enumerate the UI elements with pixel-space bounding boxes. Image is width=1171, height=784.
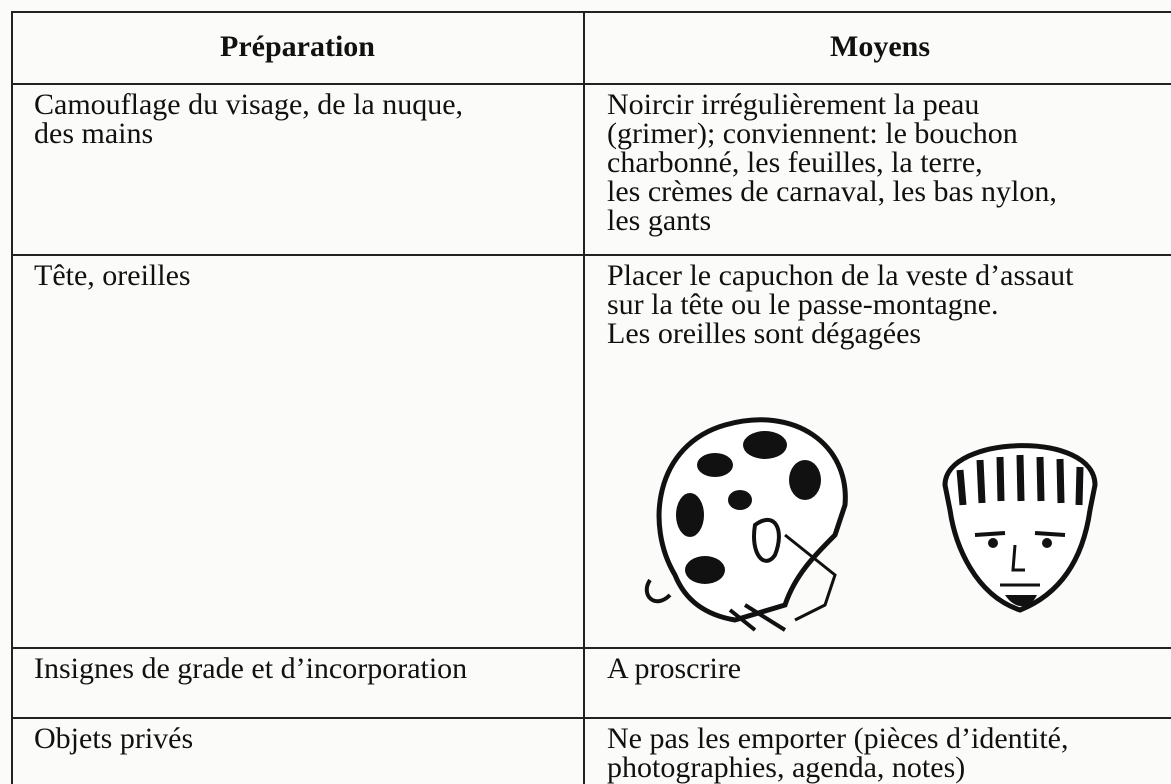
- text-line: charbonné, les feuilles, la terre,: [607, 146, 983, 179]
- text-line: A proscrire: [607, 652, 742, 685]
- text-line: (grimer); conviennent: le bouchon: [607, 117, 1018, 150]
- table-cell: A proscrire: [607, 652, 742, 685]
- column-header: Moyens: [830, 30, 930, 63]
- text-line: Ne pas les emporter (pièces d’identité,: [607, 722, 1069, 755]
- illustration-helmet: [644, 417, 848, 632]
- text-line: les gants: [607, 204, 712, 237]
- text-line: Noircir irrégulièrement la peau: [607, 88, 980, 121]
- text-line: sur la tête ou le passe-montagne.: [607, 288, 999, 321]
- table-cell: Ne pas les emporter (pièces d’identité, p…: [607, 722, 1069, 784]
- rule: [583, 11, 585, 784]
- text-line: Camouflage du visage, de la nuque,: [34, 88, 464, 121]
- table-cell: Camouflage du visage, de la nuque, des ma…: [34, 88, 464, 150]
- text-line: Les oreilles sont dégagées: [607, 317, 922, 350]
- text-line: Objets privés: [34, 722, 194, 755]
- column-header: Préparation: [220, 30, 375, 63]
- rule: [12, 717, 1171, 719]
- text-line: Tête, oreilles: [34, 259, 191, 292]
- rule: [11, 11, 13, 784]
- text-line: Insignes de grade et d’incorporation: [34, 652, 468, 685]
- rule: [12, 83, 1171, 85]
- rule: [12, 647, 1171, 649]
- text-line: photographies, agenda, notes): [607, 751, 966, 784]
- text-line: Placer le capuchon de la veste d’assaut: [607, 259, 1074, 292]
- text-line: des mains: [34, 117, 154, 150]
- table-cell: Noircir irrégulièrement la peau (grimer);…: [607, 88, 1057, 237]
- table-cell: Placer le capuchon de la veste d’assaut s…: [607, 259, 1074, 350]
- rule: [12, 254, 1171, 256]
- illustration-balaclava: [942, 443, 1098, 613]
- text-line: les crèmes de carnaval, les bas nylon,: [607, 175, 1057, 208]
- table-cell: Objets privés: [34, 722, 194, 755]
- rule: [12, 11, 1171, 13]
- table-cell: Tête, oreilles: [34, 259, 191, 292]
- table-cell: Insignes de grade et d’incorporation: [34, 652, 468, 685]
